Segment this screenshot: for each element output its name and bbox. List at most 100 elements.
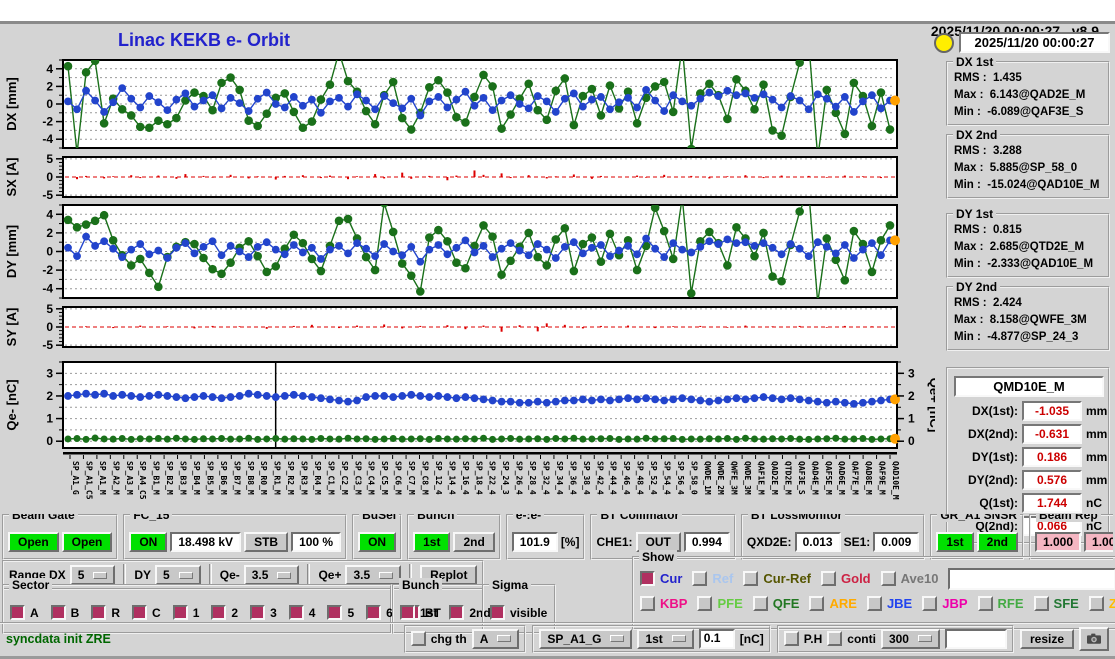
fc15-percent-field[interactable]: 100 % xyxy=(291,531,342,552)
show-option-label: ZRE xyxy=(1109,596,1115,611)
show-option-label: QFE xyxy=(772,596,800,611)
monitor-row-value[interactable]: 0.186 xyxy=(1022,447,1082,467)
titlebar: 2025/11/20 00:00:27 v8.9 xyxy=(0,0,1115,39)
monitor-row-value[interactable]: -1.035 xyxy=(1022,401,1082,421)
range-qep-select[interactable]: 3.5 xyxy=(345,565,402,585)
chgth-select[interactable]: A xyxy=(471,628,520,649)
qxd2e-field[interactable]: 0.013 xyxy=(794,531,841,552)
range-dx-select[interactable]: 5 xyxy=(69,565,116,585)
sector-1-checkbox[interactable] xyxy=(172,605,188,620)
svg-text:3: 3 xyxy=(46,366,53,380)
bunch-1st-button[interactable]: 1st xyxy=(413,531,451,552)
monitor-row-unit: nC xyxy=(1086,519,1102,533)
aux-field[interactable] xyxy=(944,628,1007,649)
show-kbp-checkbox[interactable] xyxy=(640,596,655,611)
stat-max: Max : 8.158@QWFE_3M xyxy=(954,314,1087,326)
monitor-row-value[interactable]: -0.631 xyxy=(1022,424,1082,444)
range-qem-select[interactable]: 3.5 xyxy=(243,565,300,585)
sector-3-checkbox-wrap: 3 xyxy=(250,605,277,620)
show-qfe-checkbox[interactable] xyxy=(752,596,768,611)
sector-5-checkbox[interactable] xyxy=(327,605,343,620)
threshold-field[interactable]: 0.1 xyxy=(698,628,735,649)
svg-text:SP_14_4: SP_14_4 xyxy=(447,461,456,495)
bpm-name-field[interactable]: QMD10E_M xyxy=(954,376,1104,397)
show-rfe-checkbox[interactable] xyxy=(977,596,993,611)
che1-value-field[interactable]: 0.994 xyxy=(683,531,730,552)
stat-rms: RMS : 0.815 xyxy=(954,224,1022,236)
svg-text:SP_38_4: SP_38_4 xyxy=(582,461,591,495)
range-dy-select[interactable]: 5 xyxy=(155,565,201,585)
bunch-2nd-checkbox[interactable] xyxy=(449,605,465,620)
beamrep-field-2[interactable]: 1.000 xyxy=(1084,531,1113,552)
che1-out-button[interactable]: OUT xyxy=(635,531,681,552)
svg-text:DX [mm]: DX [mm] xyxy=(4,77,19,130)
chgth-checkbox[interactable] xyxy=(410,631,426,646)
svg-text:SY [A]: SY [A] xyxy=(4,308,19,347)
bunch-1st-checkbox[interactable] xyxy=(400,605,415,620)
conti-checkbox[interactable] xyxy=(827,631,843,646)
sector-r-checkbox[interactable] xyxy=(91,605,107,620)
svg-text:QAD10E_M: QAD10E_M xyxy=(891,461,900,500)
camera-icon xyxy=(1087,633,1101,644)
show-option-label: SFE xyxy=(1053,596,1079,611)
busel-on-button[interactable]: ON xyxy=(358,531,397,552)
sector-3-checkbox[interactable] xyxy=(250,605,266,620)
show-ave10-checkbox[interactable] xyxy=(880,571,896,586)
bunch-box-title: Bunch xyxy=(399,578,443,592)
show-option-label: Cur-Ref xyxy=(763,571,812,586)
sector-b-checkbox[interactable] xyxy=(50,605,66,620)
gra1-2nd-button[interactable]: 2nd xyxy=(976,531,1018,552)
interval-select[interactable]: 300 xyxy=(880,628,940,649)
beam-gate-open-2-button[interactable]: Open xyxy=(61,531,113,552)
ref-name-input[interactable] xyxy=(948,567,1115,590)
fc15-stb-button[interactable]: STB xyxy=(244,531,289,552)
fc15-voltage-field[interactable]: 18.498 kV xyxy=(170,531,242,552)
group-title: e-:e- xyxy=(512,514,545,522)
monitor-row-value[interactable]: 0.576 xyxy=(1022,470,1082,490)
group-fc-15: FC_15 ON 18.498 kV STB 100 % xyxy=(123,514,348,560)
monitor-row-value[interactable]: 1.744 xyxy=(1022,493,1082,513)
camera-button[interactable] xyxy=(1079,626,1109,651)
option-menu-glyph-icon xyxy=(497,635,512,642)
sector-c-checkbox[interactable] xyxy=(132,605,148,620)
stat-min: Min : -6.089@QAF3E_S xyxy=(954,106,1084,118)
show-sfe-checkbox[interactable] xyxy=(1033,596,1049,611)
sigma-visible-checkbox[interactable] xyxy=(490,605,505,620)
show-zre-checkbox[interactable] xyxy=(1088,596,1104,611)
show-cur-checkbox[interactable] xyxy=(640,571,655,586)
show-are-checkbox[interactable] xyxy=(809,596,825,611)
resize-button[interactable]: resize xyxy=(1019,628,1074,649)
bpm-select[interactable]: SP_A1_G xyxy=(539,628,633,649)
che1-label: CHE1: xyxy=(596,534,633,549)
ph-checkbox[interactable] xyxy=(783,631,799,646)
stat-min: Min : -15.024@QAD10E_M xyxy=(954,179,1100,191)
sector-3-checkbox-label: 3 xyxy=(270,605,277,620)
gra1-1st-button[interactable]: 1st xyxy=(936,531,974,552)
sector-2-checkbox[interactable] xyxy=(211,605,227,620)
sector-6-checkbox[interactable] xyxy=(366,605,382,620)
svg-text:4: 4 xyxy=(46,62,53,76)
svg-text:SP_C5_M: SP_C5_M xyxy=(380,461,389,495)
show-jbe-checkbox[interactable] xyxy=(866,596,882,611)
bunch-select[interactable]: 1st xyxy=(637,628,694,649)
show-box-title: Show xyxy=(639,550,677,564)
show-pfe-checkbox[interactable] xyxy=(697,596,713,611)
fc15-on-button[interactable]: ON xyxy=(129,531,168,552)
svg-text:0: 0 xyxy=(46,320,53,334)
beam-gate-open-1-button[interactable]: Open xyxy=(8,531,59,552)
group-e-e-: e-:e- 101.9 [%] xyxy=(505,514,586,560)
sector-4-checkbox[interactable] xyxy=(288,605,304,620)
show-gold-checkbox[interactable] xyxy=(821,571,837,586)
se1-field[interactable]: 0.009 xyxy=(873,531,920,552)
sector-c-checkbox-wrap: C xyxy=(132,605,161,620)
show-jbp-checkbox[interactable] xyxy=(922,596,938,611)
ee-ratio-field[interactable]: 101.9 xyxy=(511,531,558,552)
range-qem-label: Qe- xyxy=(219,568,240,582)
sector-a-checkbox[interactable] xyxy=(10,605,25,620)
bunch-2nd-button[interactable]: 2nd xyxy=(453,531,495,552)
show-ref-checkbox[interactable] xyxy=(692,571,708,586)
show-cur-ref-checkbox[interactable] xyxy=(743,571,759,586)
group-title: Beam Rep xyxy=(1036,514,1101,522)
beamrep-field-1[interactable]: 1.000 xyxy=(1035,531,1082,552)
stat-max: Max : 6.143@QAD2E_M xyxy=(954,89,1086,101)
